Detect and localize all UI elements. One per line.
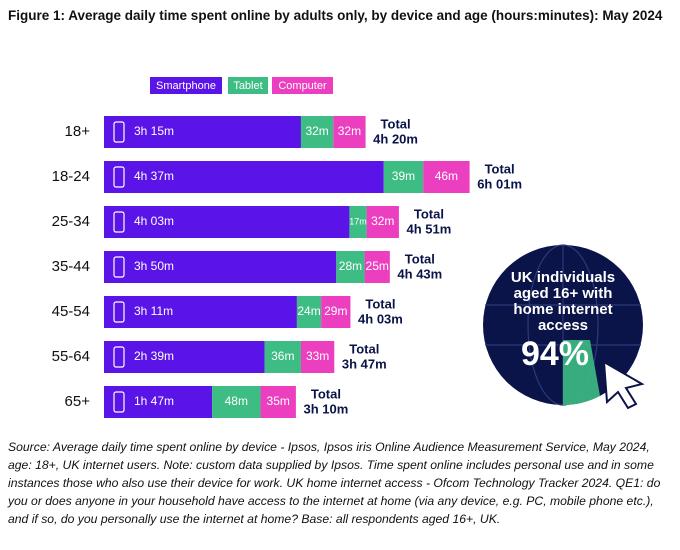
total-word: Total [381, 116, 411, 131]
value-label: 4h 37m [134, 169, 174, 183]
bar-segment [300, 341, 335, 373]
total-label: 4h 03m [358, 311, 403, 326]
callout-text-box: UK individuals aged 16+ with home intern… [510, 270, 616, 334]
bar-segment [212, 386, 261, 418]
value-label: 4h 03m [134, 214, 174, 228]
total-word: Total [414, 206, 444, 221]
total-label: 3h 47m [342, 356, 387, 371]
bar-segment [336, 251, 365, 283]
bar-segment [423, 161, 470, 193]
phone-icon [113, 121, 125, 143]
legend-label: Tablet [233, 80, 262, 92]
phone-icon [113, 211, 125, 233]
value-label: 32m [305, 124, 328, 138]
bar-segment [260, 386, 296, 418]
bar-segment [366, 206, 399, 238]
chart-title: Figure 1: Average daily time spent onlin… [8, 8, 663, 23]
y-tick-label: 35-44 [52, 258, 90, 275]
callout: UK individuals aged 16+ with home intern… [483, 244, 645, 410]
total-label: 3h 10m [303, 401, 348, 416]
legend-label: Smartphone [156, 80, 216, 92]
callout-value: 94% [521, 335, 589, 373]
total-word: Total [405, 251, 435, 266]
bar-segment [264, 341, 301, 373]
value-label: 25m [366, 259, 389, 273]
total-word: Total [365, 296, 395, 311]
total-word: Total [349, 341, 379, 356]
bar-segment [104, 116, 301, 148]
bar-segment [104, 386, 213, 418]
value-label: 3h 15m [134, 124, 174, 138]
bar-segment [104, 341, 265, 373]
bar-segment [333, 116, 366, 148]
callout-accent [563, 340, 600, 406]
total-label: 4h 43m [397, 266, 442, 281]
value-label: 36m [271, 349, 294, 363]
callout-text: UK individuals aged 16+ with home intern… [510, 270, 616, 334]
value-label: 33m [306, 349, 329, 363]
legend-swatch [150, 77, 222, 94]
y-tick-label: 55-64 [52, 348, 90, 365]
phone-icon [113, 346, 125, 368]
bar-segment [104, 206, 350, 238]
legend-swatch [272, 77, 333, 94]
y-tick-label: 18+ [65, 123, 91, 140]
value-label: 29m [324, 304, 347, 318]
value-label: 48m [225, 394, 248, 408]
phone-icon [113, 391, 125, 413]
bar-segment [349, 206, 367, 238]
value-label: 28m [339, 259, 362, 273]
total-word: Total [311, 386, 341, 401]
y-tick-label: 25-34 [52, 213, 90, 230]
bar-segment [104, 251, 337, 283]
phone-icon [113, 301, 125, 323]
bar-segment [321, 296, 351, 328]
total-label: 4h 51m [407, 221, 452, 236]
bar-segment [364, 251, 390, 283]
value-label: 17m [349, 216, 367, 226]
value-label: 39m [392, 169, 415, 183]
value-label: 24m [297, 304, 320, 318]
y-tick-label: 45-54 [52, 303, 90, 320]
value-label: 32m [371, 214, 394, 228]
pointer-icon [602, 360, 645, 410]
value-label: 3h 50m [134, 259, 174, 273]
legend-swatch [228, 77, 268, 94]
legend-label: Computer [278, 80, 327, 92]
total-label: 6h 01m [477, 176, 522, 191]
bar-segment [300, 116, 334, 148]
total-label: 4h 20m [373, 131, 418, 146]
value-label: 3h 11m [134, 304, 173, 318]
bar-segment [104, 161, 384, 193]
value-label: 32m [338, 124, 361, 138]
bar-segment [296, 296, 322, 328]
value-label: 1h 47m [134, 394, 174, 408]
y-tick-label: 18-24 [52, 168, 90, 185]
phone-icon [113, 166, 125, 188]
bar-segment [104, 296, 297, 328]
value-label: 2h 39m [134, 349, 174, 363]
total-word: Total [485, 161, 515, 176]
value-label: 46m [435, 169, 458, 183]
chart: UK individuals aged 16+ with home intern… [52, 77, 645, 418]
value-label: 35m [267, 394, 290, 408]
source-note: Source: Average daily time spent online … [8, 440, 661, 526]
phone-icon [113, 256, 125, 278]
y-tick-label: 65+ [65, 393, 91, 410]
bar-segment [383, 161, 424, 193]
